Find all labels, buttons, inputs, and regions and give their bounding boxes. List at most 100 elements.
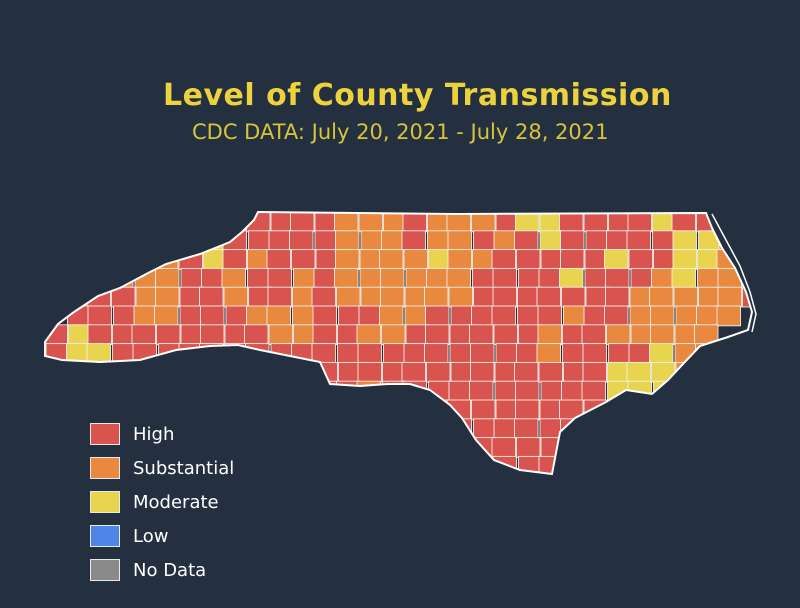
county-cell: [133, 305, 158, 327]
county-cell: [88, 361, 113, 383]
county-cell: [266, 249, 291, 270]
legend-swatch-no-data: [90, 559, 120, 581]
county-cell: [177, 212, 202, 233]
county-cell: [403, 343, 428, 364]
county-cell: [425, 324, 450, 346]
county-cell: [537, 324, 562, 346]
county-cell: [516, 437, 541, 458]
county-cell: [86, 286, 111, 308]
county-cell: [113, 361, 138, 383]
county-cell: [379, 305, 404, 327]
county-cell: [473, 418, 498, 440]
county-cell: [626, 361, 651, 383]
county-cell: [563, 305, 588, 327]
county-cell: [495, 343, 520, 364]
county-cell: [424, 286, 449, 308]
county-cell: [537, 305, 562, 327]
county-cell: [269, 380, 294, 402]
county-cell: [110, 249, 135, 270]
county-cell: [493, 324, 518, 346]
county-cell: [154, 249, 179, 270]
county-cell: [221, 212, 246, 233]
legend: High Substantial Moderate Low No Data: [90, 417, 234, 587]
county-cell: [356, 324, 381, 346]
county-cell: [293, 267, 318, 289]
county-cell: [560, 249, 585, 270]
county-cell: [446, 267, 471, 289]
county-cell: [582, 361, 607, 383]
county-cell: [64, 361, 89, 383]
county-cell: [471, 399, 496, 421]
county-cell: [312, 324, 337, 346]
legend-label-moderate: Moderate: [133, 491, 219, 513]
county-cell: [492, 267, 517, 289]
county-cell: [109, 267, 134, 289]
county-cell: [627, 399, 652, 421]
county-cell: [517, 305, 542, 327]
county-cell: [245, 361, 270, 383]
county-cell: [335, 249, 360, 270]
county-cell: [518, 267, 543, 289]
county-cell: [221, 267, 246, 289]
county-cell: [135, 230, 160, 252]
county-cell: [606, 324, 631, 346]
county-cell: [113, 305, 138, 327]
legend-item-low: Low: [90, 519, 234, 553]
county-cell: [269, 361, 294, 383]
county-cell: [312, 305, 337, 327]
county-cell: [448, 380, 473, 402]
county-cell: [630, 267, 655, 289]
county-cell: [383, 399, 408, 421]
county-cell: [201, 361, 226, 383]
county-cell: [447, 249, 472, 270]
county-cell: [403, 249, 428, 270]
county-cell: [652, 230, 677, 252]
county-cell: [424, 343, 449, 364]
county-cell: [629, 305, 654, 327]
county-cell: [514, 230, 539, 252]
county-cell: [449, 343, 474, 364]
county-cell: [650, 305, 675, 327]
county-cell: [267, 286, 292, 308]
county-cell: [559, 267, 584, 289]
county-cell: [200, 324, 225, 346]
county-cell: [87, 305, 112, 327]
county-cell: [154, 305, 179, 327]
county-cell: [540, 437, 565, 458]
county-cell: [608, 343, 633, 364]
county-cell: [427, 230, 452, 252]
county-cell: [561, 286, 586, 308]
county-cell: [131, 324, 156, 346]
county-cell: [338, 305, 363, 327]
county-cell: [290, 380, 315, 402]
county-cell: [199, 286, 224, 308]
county-cell: [626, 230, 651, 252]
county-regions: [45, 212, 752, 495]
county-cell: [672, 230, 697, 252]
county-cell: [697, 267, 722, 289]
outer-banks-shoreline: [711, 213, 757, 333]
county-cell: [493, 475, 517, 495]
county-cell: [88, 267, 113, 289]
county-cell: [289, 230, 314, 252]
county-cell: [246, 305, 271, 327]
map-title: Level of County Transmission: [163, 78, 672, 113]
county-cell: [156, 324, 181, 346]
county-cell: [428, 437, 453, 458]
county-cell: [201, 267, 226, 289]
county-cell: [651, 361, 676, 383]
county-cell: [427, 418, 452, 440]
county-cell: [515, 380, 540, 402]
county-cell: [470, 343, 495, 364]
county-cell: [132, 361, 157, 383]
legend-swatch-high: [90, 423, 120, 445]
map-subtitle: CDC DATA: July 20, 2021 - July 28, 2021: [192, 120, 609, 144]
county-cell: [491, 305, 516, 327]
county-cell: [156, 230, 181, 252]
county-cell: [426, 267, 451, 289]
county-cell: [222, 249, 247, 270]
county-cell: [244, 324, 269, 346]
county-cell: [492, 286, 517, 308]
county-cell: [560, 437, 585, 458]
